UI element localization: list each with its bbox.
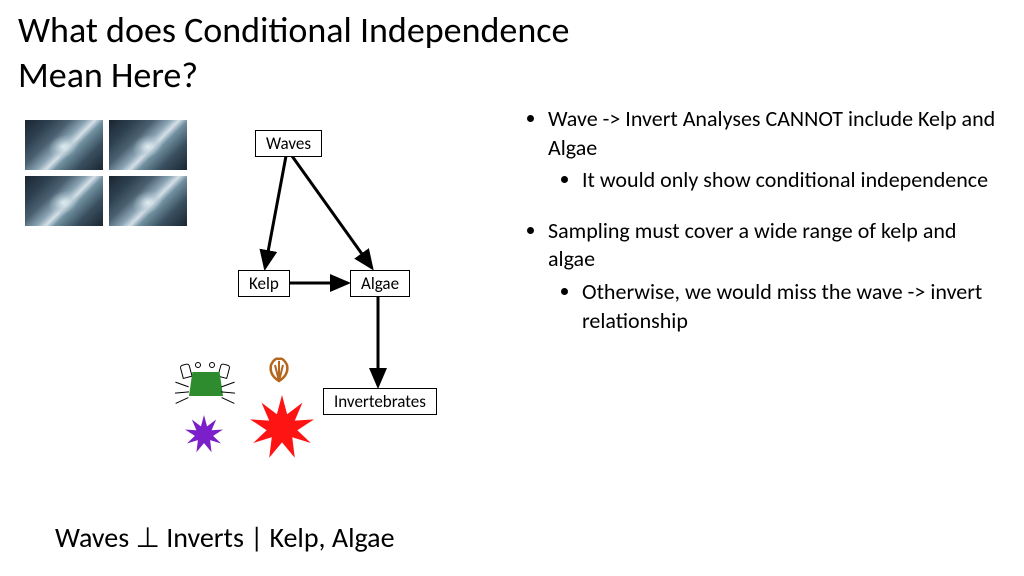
independence-formula: Waves ⊥ Inverts | Kelp, Algae [55, 520, 395, 555]
slide-title: What does Conditional Independence Mean … [18, 8, 578, 98]
red-urchin-icon [250, 395, 314, 459]
wave-thumbnail [109, 120, 187, 170]
wave-thumbnail-grid [25, 120, 187, 226]
node-waves: Waves [255, 130, 322, 157]
crab-icon [175, 360, 235, 410]
purple-urchin-icon [185, 415, 223, 453]
wave-thumbnail [109, 176, 187, 226]
bullet-item: Wave -> Invert Analyses CANNOT include K… [548, 105, 1000, 195]
bullet-list: Wave -> Invert Analyses CANNOT include K… [520, 105, 1000, 357]
node-algae: Algae [350, 270, 410, 297]
wave-thumbnail [25, 120, 103, 170]
node-kelp: Kelp [238, 270, 290, 297]
node-inverts: Invertebrates [323, 388, 437, 415]
sub-bullet-item: It would only show conditional independe… [582, 166, 1000, 195]
bullet-item: Sampling must cover a wide range of kelp… [548, 217, 1000, 335]
shell-icon [265, 355, 293, 383]
wave-thumbnail [25, 176, 103, 226]
sub-bullet-item: Otherwise, we would miss the wave -> inv… [582, 278, 1000, 335]
